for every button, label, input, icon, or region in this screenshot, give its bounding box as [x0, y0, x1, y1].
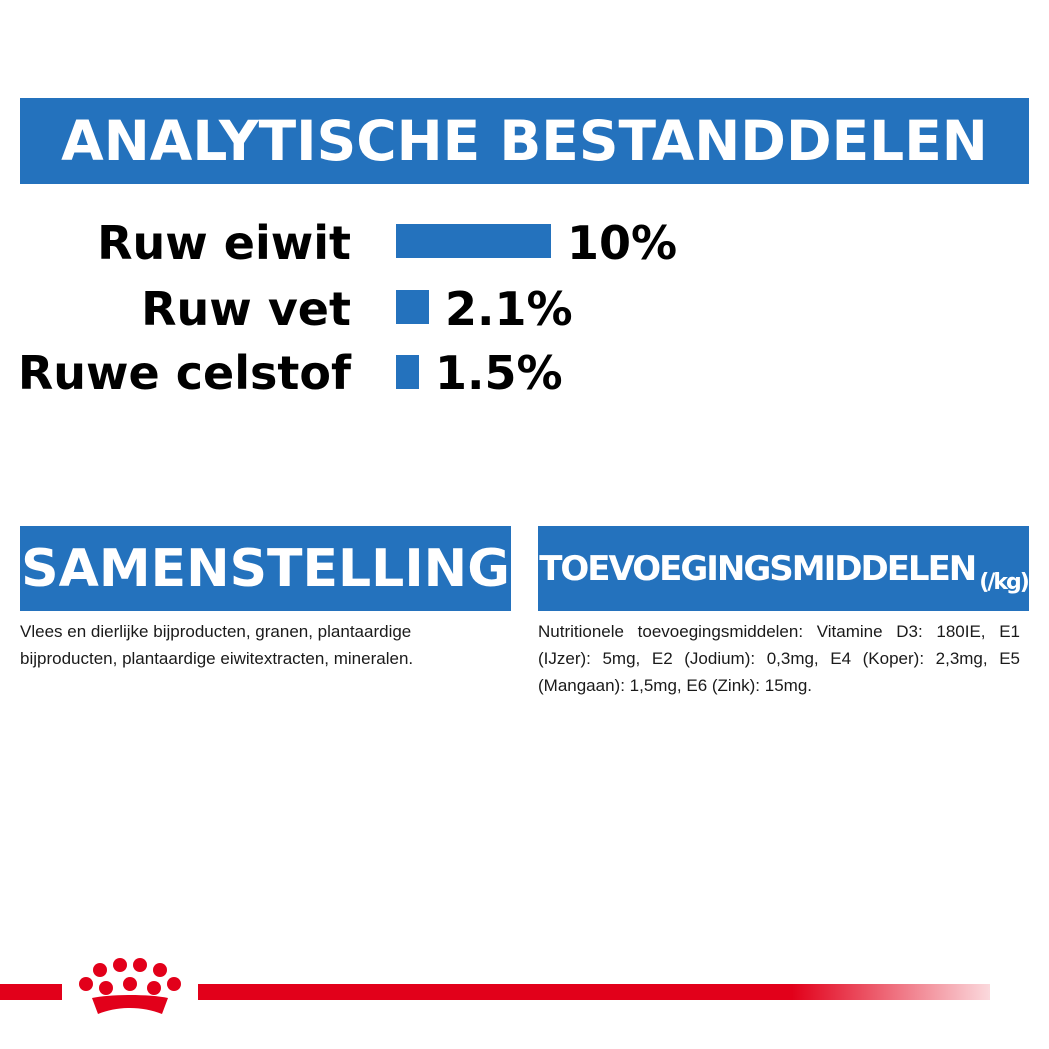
toevoegingsmiddelen-title: TOEVOEGINGSMIDDELEN: [539, 548, 977, 589]
toevoegingsmiddelen-header: TOEVOEGINGSMIDDELEN (/kg): [538, 526, 1029, 611]
nutrient-label: Ruw vet: [141, 282, 351, 336]
nutrient-bar: [396, 355, 419, 389]
toevoegingsmiddelen-text: Nutritionele toevoegingsmiddelen: Vitami…: [538, 622, 1020, 695]
nutrient-value: 1.5%: [435, 346, 563, 400]
nutrient-bar: [396, 224, 551, 258]
nutrient-bar: [396, 290, 429, 324]
analytische-bestanddelen-title: ANALYTISCHE BESTANDDELEN: [61, 109, 988, 173]
analytische-bestanddelen-header: ANALYTISCHE BESTANDDELEN: [20, 98, 1029, 184]
nutrient-label: Ruw eiwit: [97, 216, 351, 270]
nutrient-value: 10%: [567, 216, 678, 270]
brand-divider-line: [0, 984, 990, 1000]
toevoegingsmiddelen-unit: (/kg): [979, 570, 1029, 595]
nutrient-value: 2.1%: [445, 282, 573, 336]
samenstelling-title: SAMENSTELLING: [21, 538, 510, 599]
royal-canin-crown-icon: [62, 954, 198, 1030]
samenstelling-header: SAMENSTELLING: [20, 526, 511, 611]
nutrient-label: Ruwe celstof: [17, 346, 351, 400]
samenstelling-text: Vlees en dierlijke bijproducten, granen,…: [20, 622, 414, 668]
